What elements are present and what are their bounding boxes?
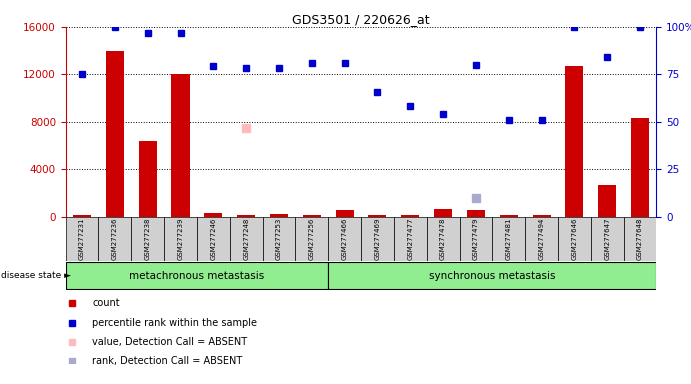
Bar (361, 217, 394, 261)
Bar (500, 215, 518, 217)
Text: percentile rank within the sample: percentile rank within the sample (92, 318, 257, 328)
Bar (525, 217, 558, 261)
Bar (328, 217, 361, 261)
Bar (598, 185, 616, 217)
Bar (631, 118, 649, 217)
Bar (263, 217, 295, 261)
Text: metachronous metastasis: metachronous metastasis (129, 270, 265, 281)
Text: GSM277246: GSM277246 (210, 218, 216, 260)
Bar (401, 215, 419, 217)
Bar (229, 217, 263, 261)
Bar (492, 217, 525, 261)
Bar (164, 217, 197, 261)
Bar (467, 210, 485, 217)
Title: GDS3501 / 220626_at: GDS3501 / 220626_at (292, 13, 430, 26)
Text: value, Detection Call = ABSENT: value, Detection Call = ABSENT (92, 338, 247, 348)
Text: count: count (92, 298, 120, 308)
Bar (368, 215, 386, 217)
Bar (270, 214, 288, 217)
Text: GSM277239: GSM277239 (178, 218, 184, 260)
Text: GSM277478: GSM277478 (440, 218, 446, 260)
Bar (623, 217, 656, 261)
Bar (171, 74, 189, 217)
Bar (565, 66, 583, 217)
Text: GSM277236: GSM277236 (112, 218, 118, 260)
Text: GSM277248: GSM277248 (243, 218, 249, 260)
Bar (131, 217, 164, 261)
Text: GSM277494: GSM277494 (538, 218, 545, 260)
Bar (295, 217, 328, 261)
Text: GSM277256: GSM277256 (309, 218, 315, 260)
Bar (139, 141, 157, 217)
Bar (336, 210, 354, 217)
Text: GSM277253: GSM277253 (276, 218, 282, 260)
Text: GSM277469: GSM277469 (375, 218, 381, 260)
Bar (106, 51, 124, 217)
Bar (237, 215, 255, 217)
Text: GSM277238: GSM277238 (144, 218, 151, 260)
Text: GSM277466: GSM277466 (341, 218, 348, 260)
Bar (197, 217, 229, 261)
Text: GSM277648: GSM277648 (637, 218, 643, 260)
Bar (394, 217, 426, 261)
Text: GSM277481: GSM277481 (506, 218, 512, 260)
Text: rank, Detection Call = ABSENT: rank, Detection Call = ABSENT (92, 356, 243, 366)
Text: GSM277647: GSM277647 (604, 218, 610, 260)
Text: GSM277477: GSM277477 (407, 218, 413, 260)
Text: synchronous metastasis: synchronous metastasis (429, 270, 556, 281)
Bar (533, 215, 551, 217)
Text: disease state ►: disease state ► (1, 271, 71, 280)
Text: GSM277646: GSM277646 (571, 218, 578, 260)
Bar (426, 217, 460, 261)
Bar (205, 213, 223, 217)
Text: GSM277479: GSM277479 (473, 218, 479, 260)
Bar (66, 217, 98, 261)
Bar (434, 209, 452, 217)
Bar (98, 217, 131, 261)
Bar (460, 217, 492, 261)
Bar (66, 262, 328, 290)
Bar (303, 215, 321, 217)
Bar (558, 217, 591, 261)
Bar (328, 262, 656, 290)
Bar (73, 215, 91, 217)
Bar (591, 217, 623, 261)
Text: GSM277231: GSM277231 (79, 218, 85, 260)
